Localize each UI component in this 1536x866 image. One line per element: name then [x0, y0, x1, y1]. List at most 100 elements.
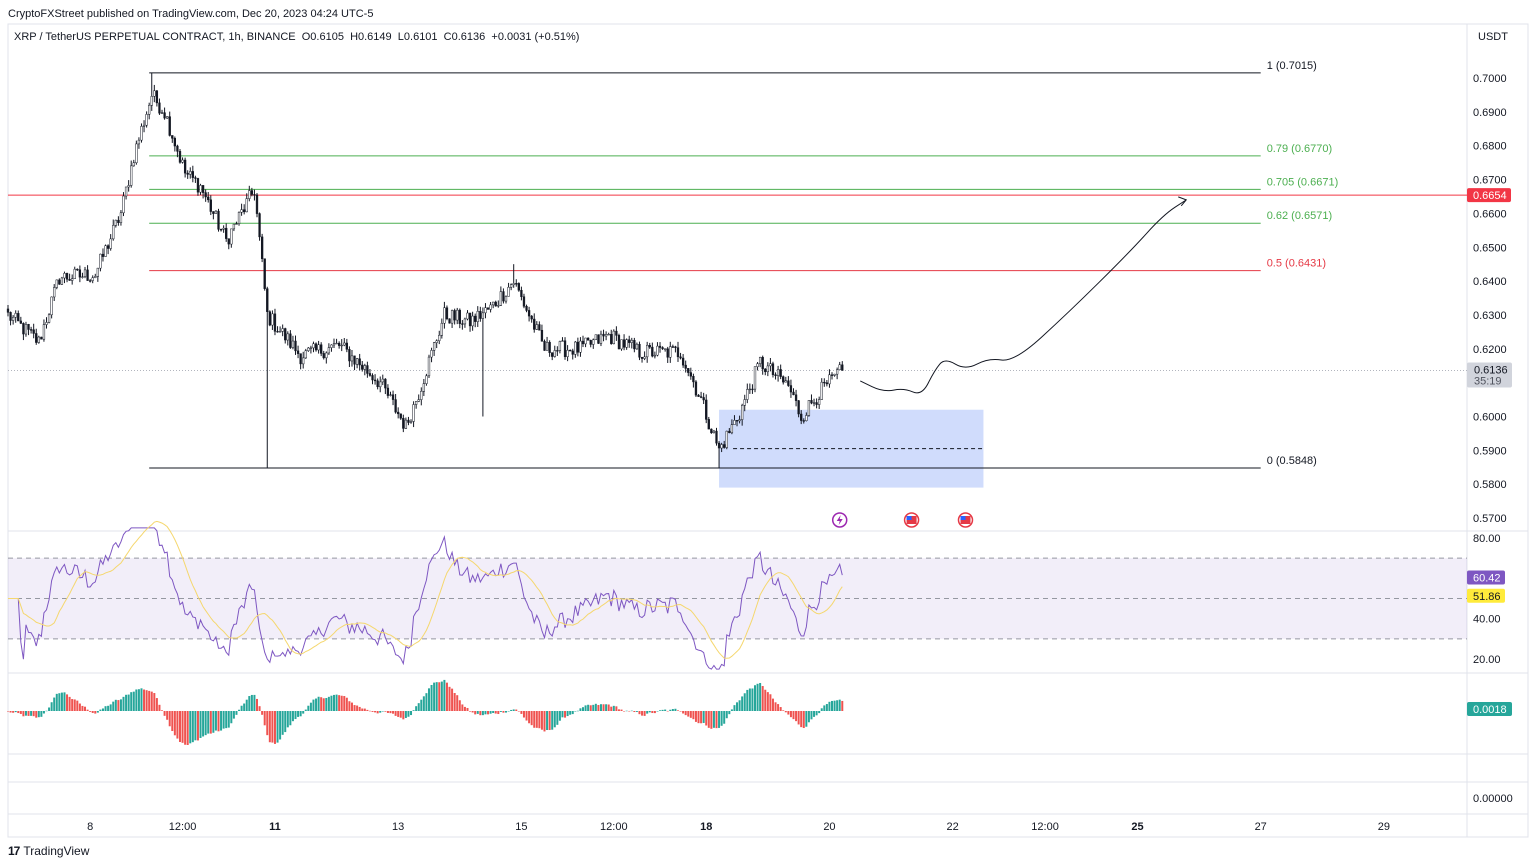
candle-body[interactable]: [17, 313, 20, 322]
candle-body[interactable]: [189, 171, 192, 175]
candle-body[interactable]: [199, 185, 202, 193]
candle-body[interactable]: [646, 345, 649, 358]
candle-body[interactable]: [209, 199, 212, 212]
candle-body[interactable]: [332, 343, 336, 346]
candle-body[interactable]: [692, 375, 695, 383]
candle-body[interactable]: [286, 333, 289, 341]
candle-body[interactable]: [710, 428, 713, 434]
candle-body[interactable]: [404, 419, 408, 429]
candle-body[interactable]: [671, 346, 675, 348]
candle-body[interactable]: [397, 411, 400, 415]
candle-body[interactable]: [384, 378, 387, 389]
candle-body[interactable]: [124, 186, 128, 197]
candle-body[interactable]: [517, 283, 520, 291]
candle-body[interactable]: [527, 310, 531, 317]
candle-body[interactable]: [296, 350, 300, 354]
candle-body[interactable]: [248, 190, 251, 199]
candle-body[interactable]: [494, 301, 497, 307]
candle-body[interactable]: [255, 194, 259, 214]
candle-body[interactable]: [166, 116, 169, 119]
candle-body[interactable]: [386, 387, 390, 396]
candle-body[interactable]: [509, 284, 513, 288]
candle-body[interactable]: [622, 339, 626, 348]
candle-body[interactable]: [769, 363, 772, 367]
candle-body[interactable]: [702, 397, 705, 401]
candle-body[interactable]: [694, 381, 698, 396]
candle-body[interactable]: [235, 223, 238, 225]
candle-body[interactable]: [653, 354, 657, 357]
candle-body[interactable]: [322, 353, 325, 359]
candle-body[interactable]: [615, 330, 618, 336]
candle-body[interactable]: [276, 331, 279, 333]
candle-body[interactable]: [160, 112, 164, 114]
candle-body[interactable]: [258, 213, 261, 238]
candle-body[interactable]: [504, 296, 508, 302]
candle-body[interactable]: [101, 253, 105, 257]
candle-body[interactable]: [486, 307, 490, 310]
candle-body[interactable]: [738, 419, 741, 422]
projection-path[interactable]: [860, 199, 1187, 394]
candle-body[interactable]: [237, 211, 241, 224]
candle-body[interactable]: [689, 372, 692, 377]
candle-body[interactable]: [330, 344, 333, 348]
candle-body[interactable]: [76, 268, 79, 271]
candle-body[interactable]: [253, 194, 256, 196]
candle-body[interactable]: [758, 357, 762, 364]
candle-body[interactable]: [430, 350, 433, 358]
candle-body[interactable]: [810, 400, 813, 404]
candle-body[interactable]: [86, 269, 89, 281]
candle-body[interactable]: [191, 171, 194, 178]
candle-body[interactable]: [40, 336, 43, 340]
candle-body[interactable]: [481, 312, 485, 319]
candle-body[interactable]: [774, 374, 777, 376]
candle-body[interactable]: [648, 345, 651, 348]
candle-body[interactable]: [674, 346, 677, 348]
candle-body[interactable]: [456, 309, 459, 321]
candle-body[interactable]: [453, 310, 456, 321]
candle-body[interactable]: [363, 365, 366, 370]
candle-body[interactable]: [65, 273, 69, 280]
candle-body[interactable]: [412, 404, 415, 422]
candle-body[interactable]: [78, 269, 82, 278]
candle-body[interactable]: [828, 374, 831, 385]
candle-body[interactable]: [353, 355, 356, 365]
candle-body[interactable]: [756, 363, 759, 367]
candle-body[interactable]: [569, 349, 572, 352]
candle-body[interactable]: [540, 329, 544, 342]
candle-body[interactable]: [556, 350, 559, 352]
candle-body[interactable]: [317, 344, 320, 351]
candle-body[interactable]: [471, 315, 474, 327]
candle-body[interactable]: [409, 421, 413, 423]
candle-body[interactable]: [525, 306, 528, 311]
candle-body[interactable]: [83, 269, 87, 277]
tradingview-logo[interactable]: 17 TradingView: [8, 844, 89, 858]
candle-body[interactable]: [599, 333, 603, 344]
candle-body[interactable]: [145, 114, 148, 126]
candle-body[interactable]: [340, 344, 343, 347]
candle-body[interactable]: [389, 394, 392, 396]
candle-body[interactable]: [820, 381, 823, 400]
candle-body[interactable]: [112, 225, 115, 240]
candle-body[interactable]: [658, 345, 662, 348]
candle-body[interactable]: [651, 346, 654, 357]
candle-body[interactable]: [602, 333, 605, 337]
candle-body[interactable]: [53, 287, 56, 298]
candle-body[interactable]: [266, 288, 269, 312]
candle-body[interactable]: [617, 335, 621, 350]
candle-body[interactable]: [219, 229, 223, 231]
candle-body[interactable]: [99, 253, 102, 269]
candle-body[interactable]: [443, 307, 446, 324]
candle-body[interactable]: [225, 227, 228, 239]
candle-body[interactable]: [823, 381, 826, 384]
symbol-name[interactable]: XRP / TetherUS PERPETUAL CONTRACT, 1h, B…: [14, 31, 296, 43]
candle-body[interactable]: [807, 400, 811, 416]
candle-body[interactable]: [561, 340, 564, 342]
candle-body[interactable]: [186, 172, 189, 175]
candle-body[interactable]: [563, 340, 567, 357]
candle-body[interactable]: [458, 309, 461, 324]
candle-body[interactable]: [420, 391, 423, 400]
candle-body[interactable]: [73, 268, 76, 279]
candle-body[interactable]: [243, 209, 246, 213]
rsi-ma-line[interactable]: [8, 520, 843, 659]
candle-body[interactable]: [63, 273, 66, 279]
